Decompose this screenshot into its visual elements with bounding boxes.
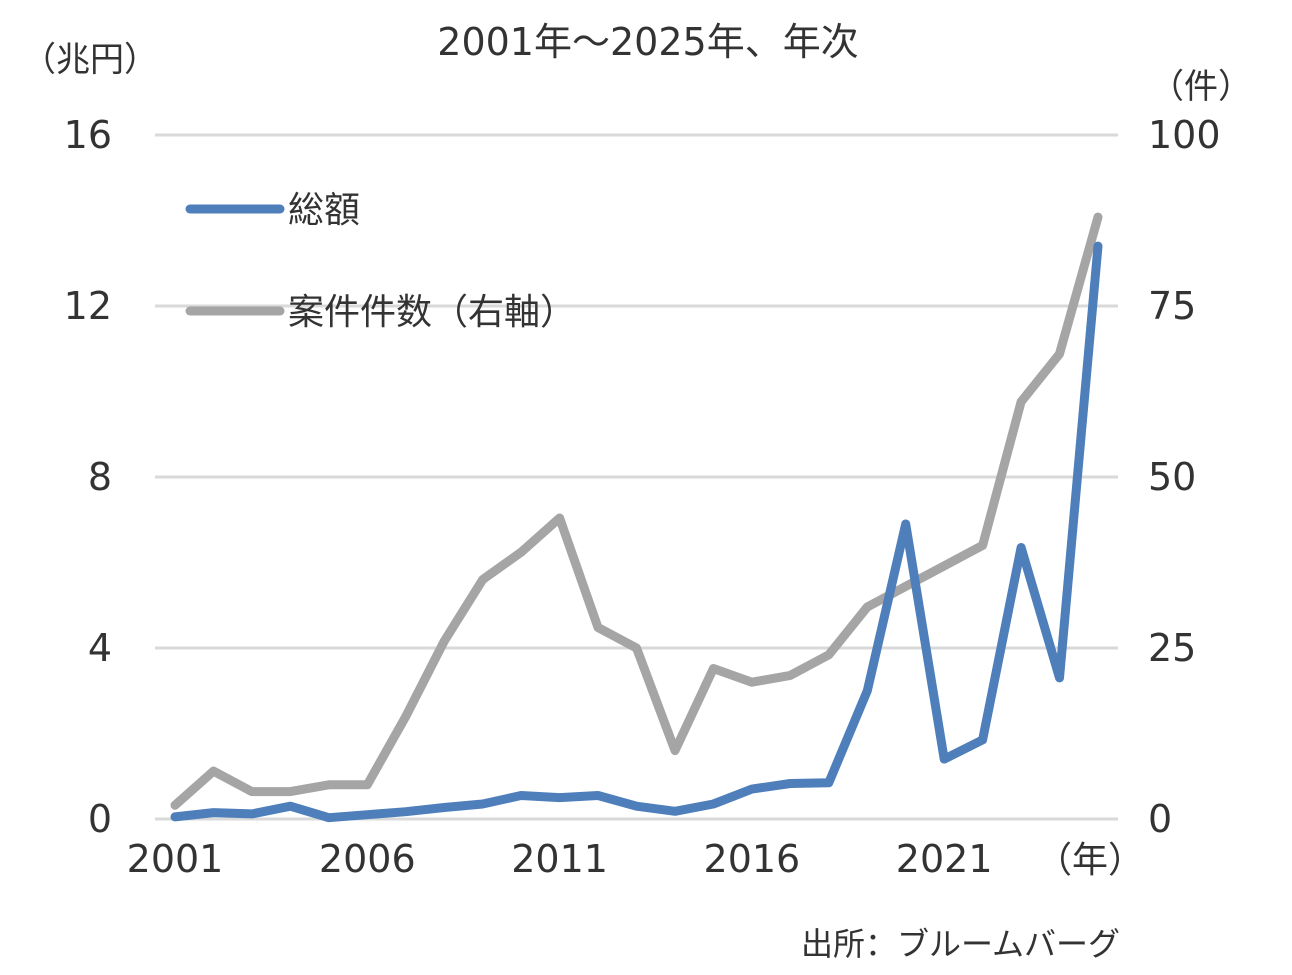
x-tick-label: 2021	[896, 837, 993, 881]
x-tick-label: 2006	[319, 837, 416, 881]
x-tick-label: 2016	[704, 837, 801, 881]
legend-label-count: 案件件数（右軸）	[288, 292, 576, 333]
left-axis-ticks: 0 4 8 12 16	[64, 113, 112, 841]
right-tick-label: 25	[1148, 626, 1196, 670]
series-lines	[170, 212, 1103, 823]
source-note: 出所：ブルームバーグ	[801, 925, 1120, 963]
x-axis-unit: （年）	[1036, 840, 1144, 881]
series-line-count	[170, 212, 1103, 810]
right-tick-label: 100	[1148, 113, 1221, 157]
right-tick-label: 75	[1148, 284, 1196, 328]
x-axis-ticks: 2001 2006 2011 2016 2021	[127, 837, 993, 881]
right-axis-unit: （件）	[1150, 67, 1252, 107]
x-tick-label: 2001	[127, 837, 224, 881]
left-tick-label: 0	[88, 797, 112, 841]
right-tick-label: 50	[1148, 455, 1196, 499]
legend-label-total: 総額	[288, 190, 360, 231]
left-tick-label: 12	[64, 284, 112, 328]
chart-title: 2001年～2025年、年次	[437, 20, 858, 64]
right-axis-ticks: 0 25 50 75 100	[1148, 113, 1221, 841]
x-tick-label: 2011	[511, 837, 608, 881]
gridlines	[155, 133, 1118, 821]
left-axis-unit: （兆円）	[22, 40, 158, 80]
legend: 総額 案件件数（右軸）	[185, 190, 576, 333]
right-tick-label: 0	[1148, 797, 1172, 841]
left-tick-label: 16	[64, 113, 112, 157]
series-line-total	[170, 241, 1103, 823]
left-tick-label: 8	[88, 455, 112, 499]
left-tick-label: 4	[88, 626, 112, 670]
